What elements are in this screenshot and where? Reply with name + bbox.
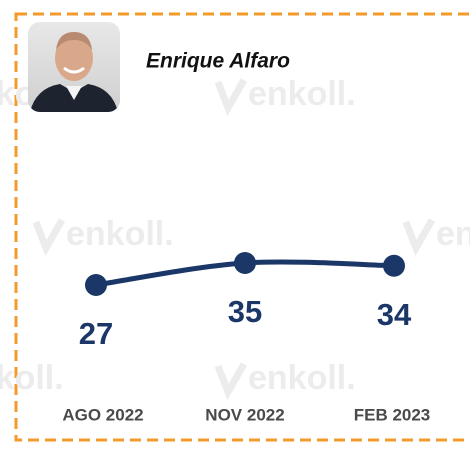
data-point [234,252,256,274]
profile-photo [28,22,120,112]
watermark: enkoll. [436,215,470,253]
watermark: enkoll. [248,359,356,397]
data-point [383,255,405,277]
watermark-logo [406,220,432,248]
watermark: enkoll. [0,359,64,397]
x-tick-label: FEB 2023 [354,405,431,424]
watermark: enkoll. [248,75,356,113]
x-tick-label: NOV 2022 [205,405,284,424]
watermark-logo [36,220,62,248]
value-label: 35 [228,294,262,329]
value-label: 27 [79,316,113,351]
watermark-logo [218,80,244,108]
chart: enkoll.enkoll.enkoll.enkoll.enkoll.enkol… [0,0,470,451]
data-point [85,274,107,296]
watermark-logo [218,364,244,392]
value-label: 34 [377,297,412,332]
x-tick-label: AGO 2022 [62,405,143,424]
person-name: Enrique Alfaro [146,50,290,73]
watermark: enkoll. [66,215,174,253]
